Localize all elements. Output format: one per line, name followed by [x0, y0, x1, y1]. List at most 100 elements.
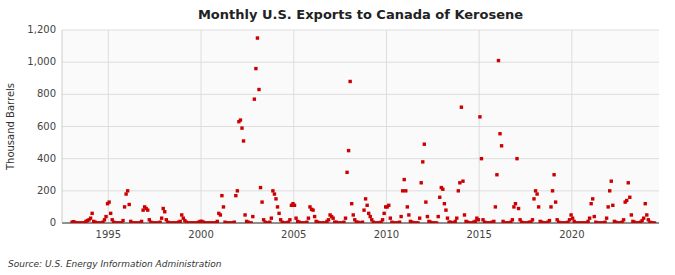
point	[438, 196, 441, 199]
point	[586, 220, 589, 223]
point	[534, 189, 537, 192]
point	[141, 208, 144, 211]
point	[121, 219, 124, 222]
point	[421, 160, 424, 163]
point	[404, 189, 407, 192]
point	[446, 216, 449, 219]
y-grid-line	[62, 126, 659, 127]
x-grid-line	[201, 30, 202, 223]
point	[220, 194, 223, 197]
point	[625, 199, 628, 202]
point	[387, 204, 390, 207]
y-tick-label: 0	[50, 217, 56, 228]
x-tick-label: 2010	[374, 229, 399, 240]
point	[178, 220, 181, 223]
point	[293, 204, 296, 207]
point	[551, 189, 554, 192]
point	[495, 173, 498, 176]
point	[389, 216, 392, 219]
point	[307, 216, 310, 219]
plot-area	[62, 30, 659, 223]
point	[642, 216, 645, 219]
point	[294, 216, 297, 219]
point	[240, 126, 243, 129]
point	[288, 218, 291, 221]
point	[234, 194, 237, 197]
point	[477, 218, 480, 221]
point	[126, 189, 129, 192]
y-grid-line	[62, 62, 659, 63]
y-tick-label: 1,000	[27, 56, 56, 67]
point	[259, 186, 262, 189]
point	[350, 202, 353, 205]
point	[603, 220, 606, 223]
point	[497, 59, 500, 62]
point	[610, 179, 613, 182]
point	[441, 188, 444, 191]
point	[554, 200, 557, 203]
point	[128, 203, 131, 206]
point	[222, 205, 225, 208]
point	[608, 189, 611, 192]
point	[107, 200, 110, 203]
point	[444, 208, 447, 211]
point	[423, 142, 426, 145]
x-tick-label: 1995	[96, 229, 121, 240]
point	[416, 221, 419, 223]
point	[124, 192, 127, 195]
point	[457, 189, 460, 192]
x-grid-line	[571, 30, 572, 223]
axes: 02004006008001,0001,20019952000200520102…	[27, 24, 659, 240]
y-grid-line	[62, 158, 659, 159]
point	[273, 192, 276, 195]
x-grid-line	[108, 30, 109, 223]
title: Monthly U.S. Exports to Canada of Kerose…	[198, 7, 523, 22]
point	[653, 221, 656, 223]
y-tick-label: 600	[37, 121, 56, 132]
point	[399, 215, 402, 218]
point	[276, 205, 279, 208]
point	[361, 220, 364, 223]
chart: 02004006008001,0001,20019952000200520102…	[0, 0, 675, 275]
point	[369, 215, 372, 218]
point	[251, 215, 254, 218]
point	[256, 36, 259, 39]
point	[512, 205, 515, 208]
point	[103, 218, 106, 221]
y-tick-label: 800	[37, 88, 56, 99]
x-grid-line	[293, 30, 294, 223]
point	[531, 218, 534, 221]
grid	[62, 30, 659, 223]
point	[500, 144, 503, 147]
point	[364, 197, 367, 200]
y-grid-line	[62, 30, 659, 31]
point	[398, 220, 401, 223]
point	[406, 205, 409, 208]
point	[236, 189, 239, 192]
point	[591, 197, 594, 200]
point	[517, 207, 520, 210]
point	[494, 205, 497, 208]
point	[274, 197, 277, 200]
point	[474, 220, 477, 223]
point	[569, 213, 572, 216]
point	[104, 215, 107, 218]
y-grid-line	[62, 94, 659, 95]
point	[498, 132, 501, 135]
point	[180, 213, 183, 216]
point	[571, 216, 574, 219]
point	[454, 220, 457, 223]
point	[420, 181, 423, 184]
point	[478, 115, 481, 118]
point	[362, 208, 365, 211]
point	[606, 205, 609, 208]
x-tick-label: 2015	[466, 229, 491, 240]
point	[605, 216, 608, 219]
point	[90, 212, 93, 215]
point	[270, 216, 273, 219]
point	[233, 220, 236, 223]
point	[461, 179, 464, 182]
point	[382, 212, 385, 215]
point	[443, 202, 446, 205]
point	[352, 213, 355, 216]
